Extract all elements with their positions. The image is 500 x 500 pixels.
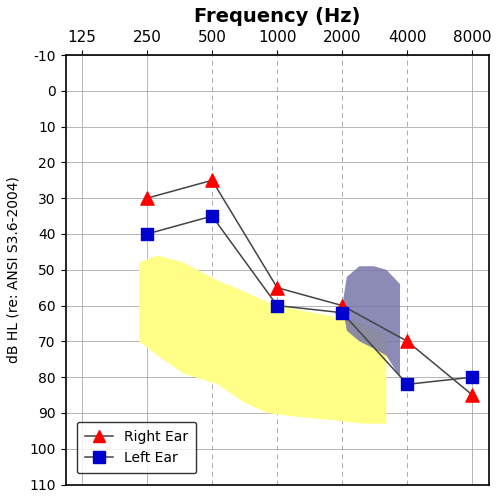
Y-axis label: dB HL (re: ANSI S3.6-2004): dB HL (re: ANSI S3.6-2004) — [7, 176, 21, 363]
Point — [143, 194, 151, 202]
Polygon shape — [139, 256, 386, 424]
Point — [273, 284, 281, 292]
Point — [468, 391, 476, 399]
Point — [338, 308, 346, 316]
Point — [143, 230, 151, 238]
Point — [208, 212, 216, 220]
Polygon shape — [342, 266, 400, 377]
Point — [404, 338, 411, 345]
Point — [273, 302, 281, 310]
Point — [468, 373, 476, 381]
Point — [404, 380, 411, 388]
X-axis label: Frequency (Hz): Frequency (Hz) — [194, 7, 360, 26]
Point — [338, 302, 346, 310]
Legend: Right Ear, Left Ear: Right Ear, Left Ear — [76, 422, 196, 474]
Point — [208, 176, 216, 184]
